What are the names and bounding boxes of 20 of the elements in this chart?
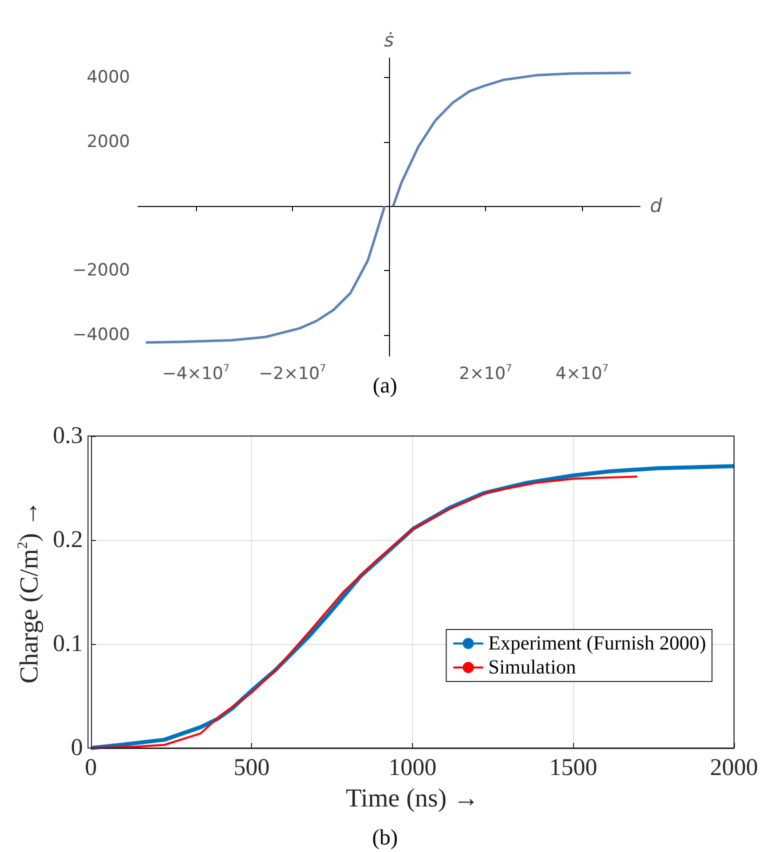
y-axis-title: Charge (C/m2) → bbox=[14, 500, 44, 684]
x-tick-label: 1000 bbox=[388, 755, 436, 781]
y-tick-label: −4000 bbox=[72, 325, 130, 346]
y-tick-label: 0.2 bbox=[52, 527, 83, 553]
y-tick-label: 0 bbox=[70, 735, 83, 761]
y-tick-label: −2000 bbox=[72, 260, 130, 281]
text: (a) bbox=[372, 372, 398, 398]
y-tick-label: 2000 bbox=[86, 132, 130, 152]
x-axis-title: d bbox=[650, 195, 663, 218]
x-tick-label: 500 bbox=[234, 755, 270, 781]
y-tick-label: 0.1 bbox=[52, 631, 83, 657]
y-tick-label: 4000 bbox=[86, 67, 130, 88]
legend-label: Experiment (Furnish 2000) bbox=[488, 632, 706, 654]
x-tick-label: 2000 bbox=[710, 755, 758, 781]
y-axis-title: ṡ bbox=[384, 30, 394, 52]
x-axis-title: Time (ns) → bbox=[346, 783, 480, 812]
y-tick-label: 0.3 bbox=[52, 423, 83, 449]
text: (b) bbox=[372, 824, 398, 850]
legend-label: Simulation bbox=[488, 656, 576, 678]
x-tick-label: 1500 bbox=[549, 755, 598, 781]
